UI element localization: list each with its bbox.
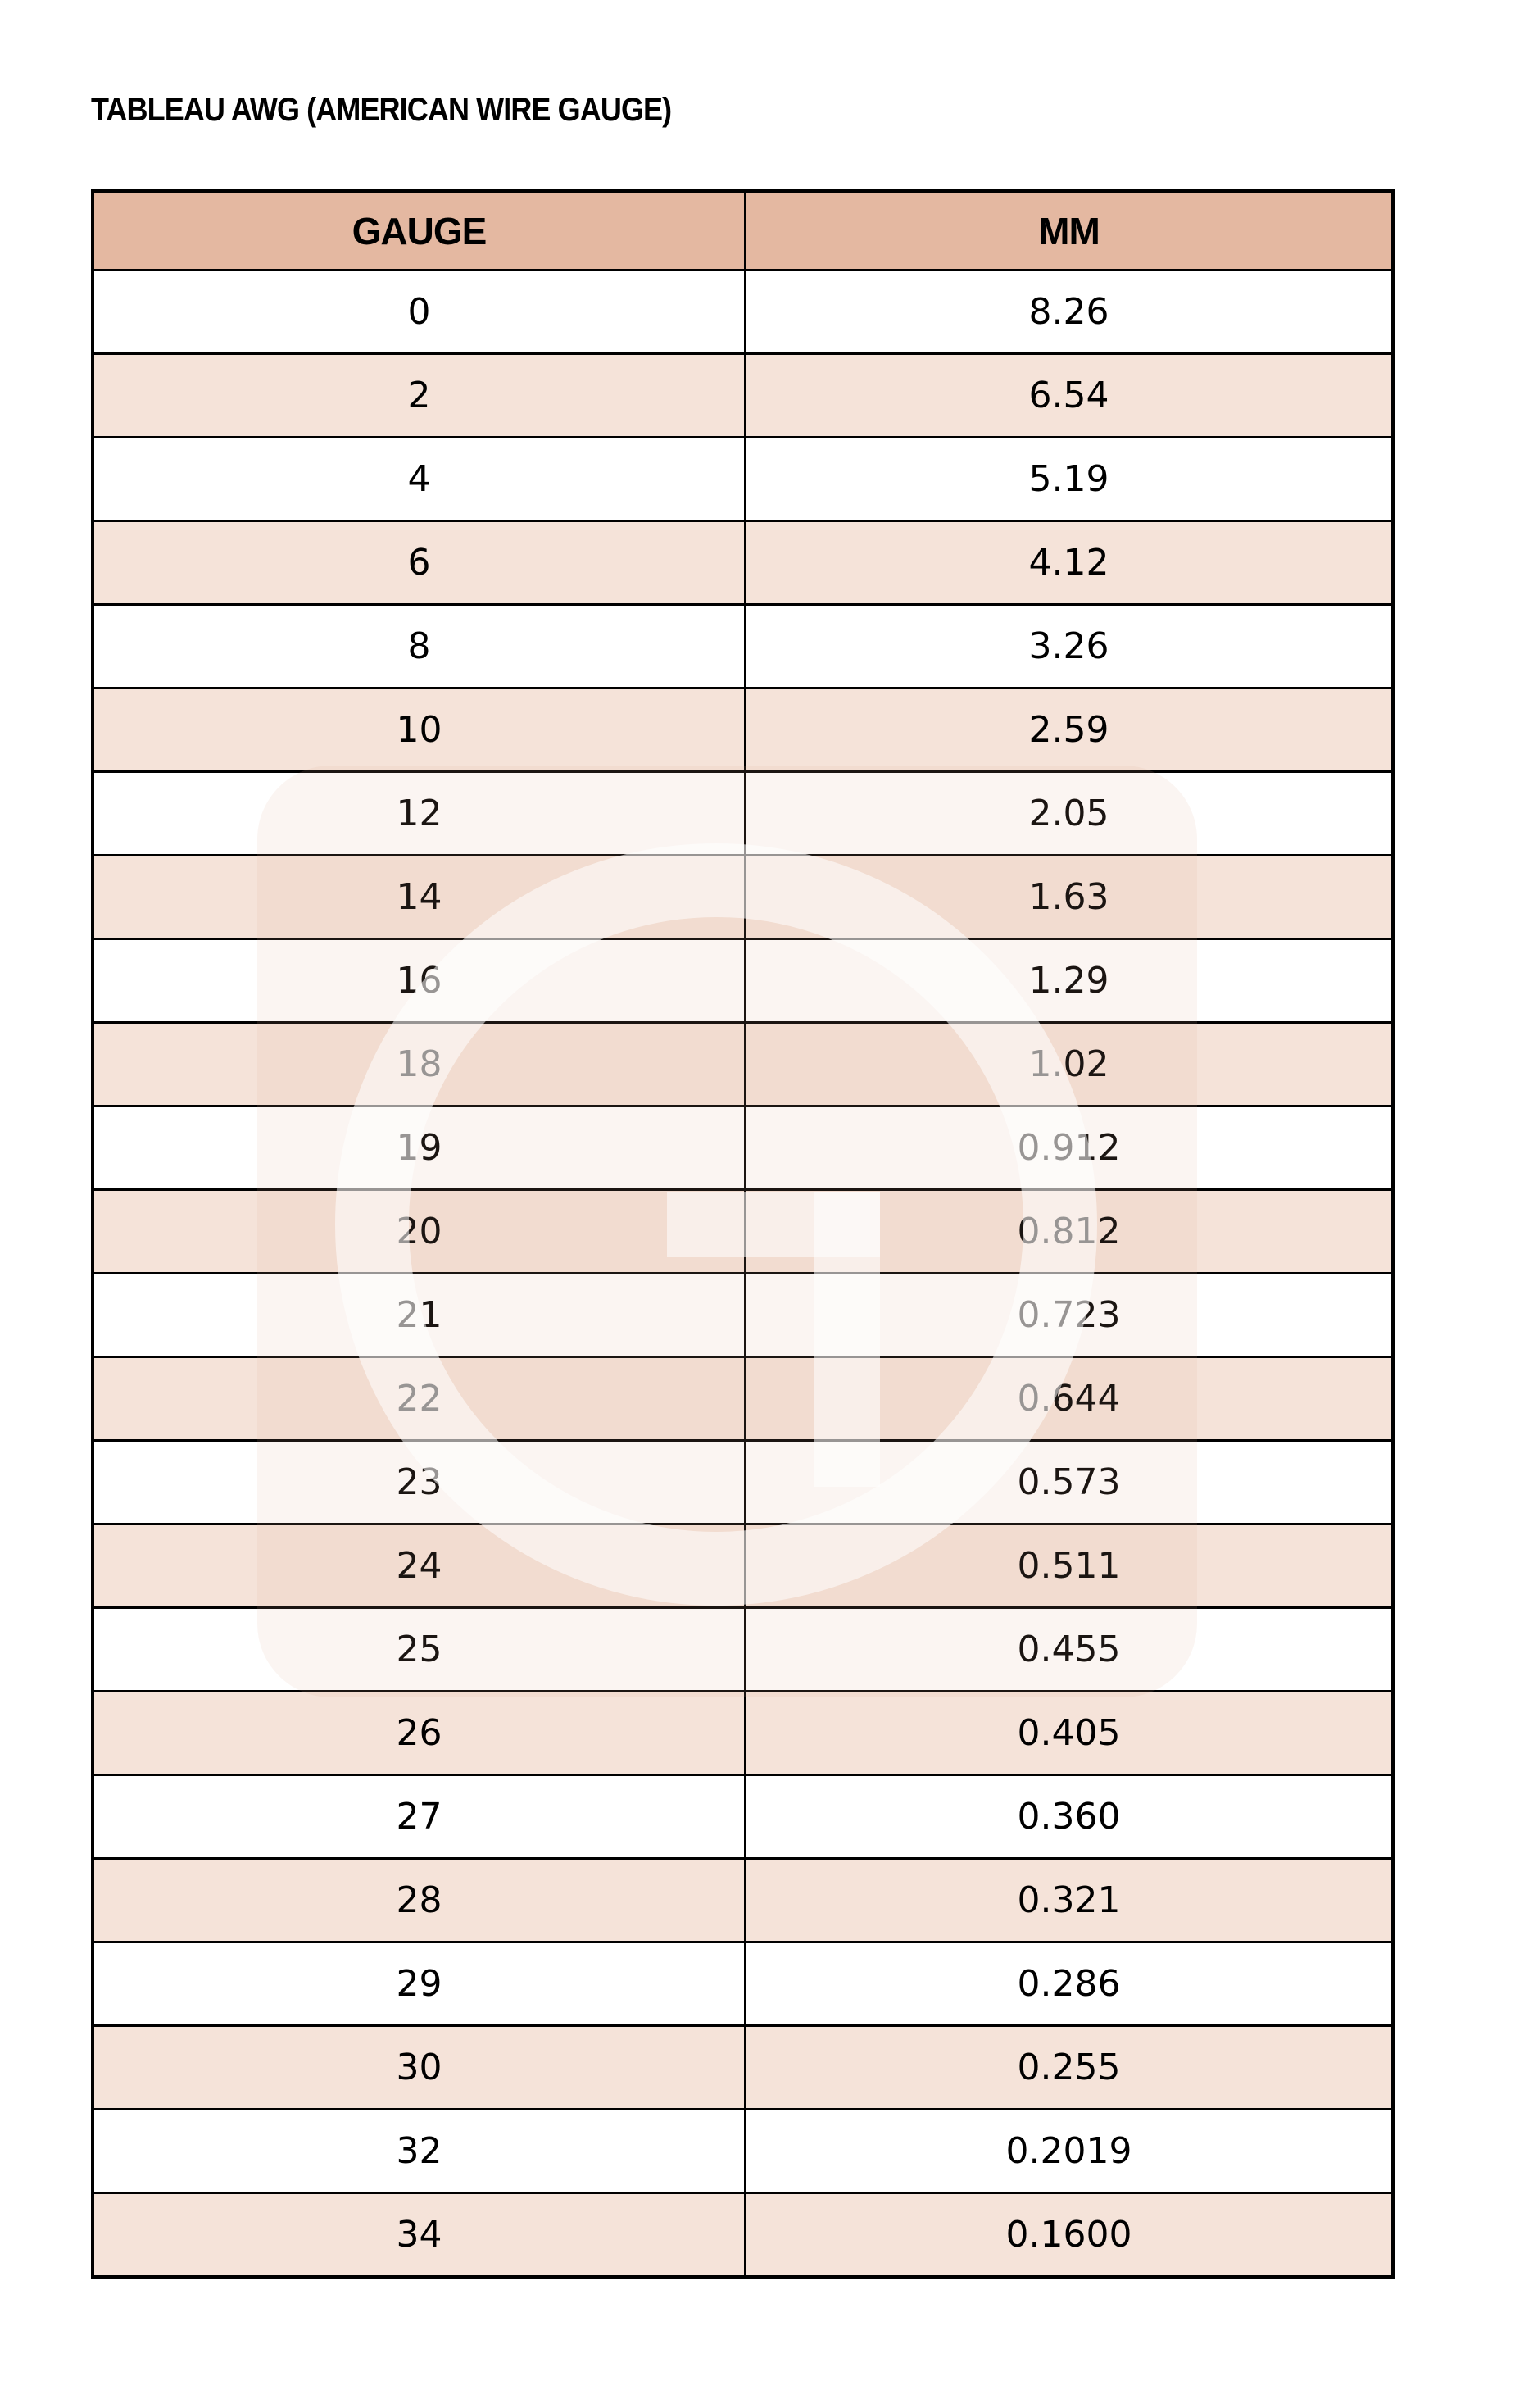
- table-row: 26 0.405: [91, 1690, 1395, 1776]
- mm-cell: 5.19: [744, 436, 1395, 522]
- mm-cell: 0.573: [744, 1439, 1395, 1525]
- mm-cell: 0.511: [744, 1523, 1395, 1609]
- awg-table: GAUGE MM 0 8.26 2 6.54 4 5.19 6 4.12 8 3.26 10 2.59…: [91, 189, 1395, 2279]
- table-row: 25 0.455: [91, 1606, 1395, 1692]
- table-row: 6 4.12: [91, 520, 1395, 606]
- gauge-cell: 27: [91, 1774, 746, 1860]
- mm-cell: 0.455: [744, 1606, 1395, 1692]
- gauge-cell: 23: [91, 1439, 746, 1525]
- mm-cell: 0.723: [744, 1272, 1395, 1358]
- mm-cell: 8.26: [744, 269, 1395, 355]
- mm-cell: 0.812: [744, 1188, 1395, 1274]
- page-title: TABLEAU AWG (AMERICAN WIRE GAUGE): [91, 92, 672, 128]
- table-row: 30 0.255: [91, 2024, 1395, 2110]
- table-row: 16 1.29: [91, 938, 1395, 1024]
- mm-cell: 0.405: [744, 1690, 1395, 1776]
- mm-cell: 0.912: [744, 1105, 1395, 1191]
- table-row: 10 2.59: [91, 687, 1395, 773]
- mm-cell: 0.1600: [744, 2192, 1395, 2279]
- gauge-cell: 28: [91, 1857, 746, 1943]
- table-row: 14 1.63: [91, 854, 1395, 940]
- gauge-cell: 22: [91, 1356, 746, 1442]
- table-row: 12 2.05: [91, 770, 1395, 856]
- gauge-cell: 16: [91, 938, 746, 1024]
- table-row: 18 1.02: [91, 1021, 1395, 1107]
- table-row: 32 0.2019: [91, 2108, 1395, 2194]
- gauge-cell: 26: [91, 1690, 746, 1776]
- table-row: 23 0.573: [91, 1439, 1395, 1525]
- gauge-cell: 21: [91, 1272, 746, 1358]
- gauge-cell: 4: [91, 436, 746, 522]
- mm-cell: 0.321: [744, 1857, 1395, 1943]
- gauge-cell: 30: [91, 2024, 746, 2110]
- table-row: 0 8.26: [91, 269, 1395, 355]
- mm-cell: 0.2019: [744, 2108, 1395, 2194]
- gauge-cell: 10: [91, 687, 746, 773]
- table-row: 4 5.19: [91, 436, 1395, 522]
- table-row: 2 6.54: [91, 352, 1395, 438]
- mm-cell: 3.26: [744, 603, 1395, 689]
- gauge-cell: 8: [91, 603, 746, 689]
- gauge-cell: 12: [91, 770, 746, 856]
- mm-cell: 0.644: [744, 1356, 1395, 1442]
- gauge-cell: 14: [91, 854, 746, 940]
- mm-cell: 6.54: [744, 352, 1395, 438]
- gauge-cell: 24: [91, 1523, 746, 1609]
- gauge-cell: 34: [91, 2192, 746, 2279]
- header-gauge: GAUGE: [91, 189, 746, 271]
- gauge-cell: 0: [91, 269, 746, 355]
- table-row: 8 3.26: [91, 603, 1395, 689]
- gauge-cell: 32: [91, 2108, 746, 2194]
- gauge-cell: 20: [91, 1188, 746, 1274]
- table-row: 19 0.912: [91, 1105, 1395, 1191]
- gauge-cell: 18: [91, 1021, 746, 1107]
- table-row: 27 0.360: [91, 1774, 1395, 1860]
- mm-cell: 0.286: [744, 1941, 1395, 2027]
- gauge-cell: 6: [91, 520, 746, 606]
- mm-cell: 2.59: [744, 687, 1395, 773]
- table-row: 22 0.644: [91, 1356, 1395, 1442]
- gauge-cell: 19: [91, 1105, 746, 1191]
- header-mm: MM: [744, 189, 1395, 271]
- gauge-cell: 25: [91, 1606, 746, 1692]
- table-row: 28 0.321: [91, 1857, 1395, 1943]
- table-row: 24 0.511: [91, 1523, 1395, 1609]
- mm-cell: 1.02: [744, 1021, 1395, 1107]
- mm-cell: 2.05: [744, 770, 1395, 856]
- mm-cell: 4.12: [744, 520, 1395, 606]
- table-row: 20 0.812: [91, 1188, 1395, 1274]
- mm-cell: 1.63: [744, 854, 1395, 940]
- mm-cell: 0.360: [744, 1774, 1395, 1860]
- mm-cell: 1.29: [744, 938, 1395, 1024]
- mm-cell: 0.255: [744, 2024, 1395, 2110]
- gauge-cell: 2: [91, 352, 746, 438]
- gauge-cell: 29: [91, 1941, 746, 2027]
- table-row: 29 0.286: [91, 1941, 1395, 2027]
- table-row: 21 0.723: [91, 1272, 1395, 1358]
- table-row: 34 0.1600: [91, 2192, 1395, 2279]
- table-header-row: GAUGE MM: [91, 189, 1395, 271]
